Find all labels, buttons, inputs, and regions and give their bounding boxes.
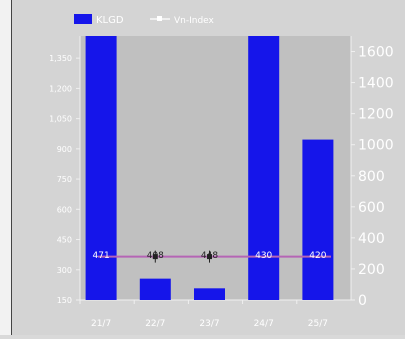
y-right-tick-label: 1000 xyxy=(358,138,394,154)
y-left-tick-label: 900 xyxy=(57,145,72,154)
y-right-tick-label: 400 xyxy=(358,231,385,247)
data-labels: 471 430 420 408 448 xyxy=(93,251,327,261)
legend-swatch-klgd xyxy=(74,14,92,24)
bar-data-label: 471 xyxy=(93,251,110,261)
y-right-tick-label: 0 xyxy=(358,293,367,309)
y-left-tick-label: 1,350 xyxy=(49,54,72,63)
y-left-tick-label: 750 xyxy=(57,175,72,184)
y-left-tick-label: 300 xyxy=(57,266,72,275)
bar xyxy=(194,288,225,300)
line-series xyxy=(98,250,331,263)
y-left-tick-label: 600 xyxy=(57,205,72,214)
line-marker-point xyxy=(152,254,158,260)
y-right-tick-label: 1400 xyxy=(358,76,394,92)
bar xyxy=(139,278,171,300)
axes: 150 300 450 600 750 900 1,050 1,200 1,350 0 200 400… xyxy=(49,36,394,329)
legend-label-vnindex: Vn-Index xyxy=(174,16,215,26)
y-left-tick-label: 150 xyxy=(57,296,72,305)
legend-label-klgd: KLGD xyxy=(96,15,124,26)
line-data-label: 408 xyxy=(147,251,164,261)
x-tick-label: 22/7 xyxy=(145,319,165,329)
x-tick-label: 25/7 xyxy=(308,319,328,329)
y-right-tick-label: 1200 xyxy=(358,107,394,123)
left-table-strip xyxy=(0,0,12,335)
y-right-tick-label: 600 xyxy=(358,200,385,216)
x-tick-label: 24/7 xyxy=(254,319,274,329)
legend: KLGD Vn-Index xyxy=(74,14,215,26)
y-right-tick-label: 200 xyxy=(358,262,385,278)
y-left-tick-label: 450 xyxy=(57,236,72,245)
y-right-tick-label: 1600 xyxy=(358,45,394,61)
legend-marker-vnindex xyxy=(157,16,162,21)
x-tick-label: 23/7 xyxy=(199,319,219,329)
y-left-tick-label: 1,050 xyxy=(49,115,72,124)
y-left-tick-label: 1,200 xyxy=(49,84,72,93)
line-marker-point xyxy=(207,254,212,260)
bar-data-label: 420 xyxy=(309,251,326,261)
x-tick-label: 21/7 xyxy=(91,319,111,329)
line-data-label: 448 xyxy=(201,251,218,261)
y-right-tick-label: 800 xyxy=(358,169,385,185)
bar xyxy=(302,139,334,300)
bar-data-label: 430 xyxy=(255,251,272,261)
